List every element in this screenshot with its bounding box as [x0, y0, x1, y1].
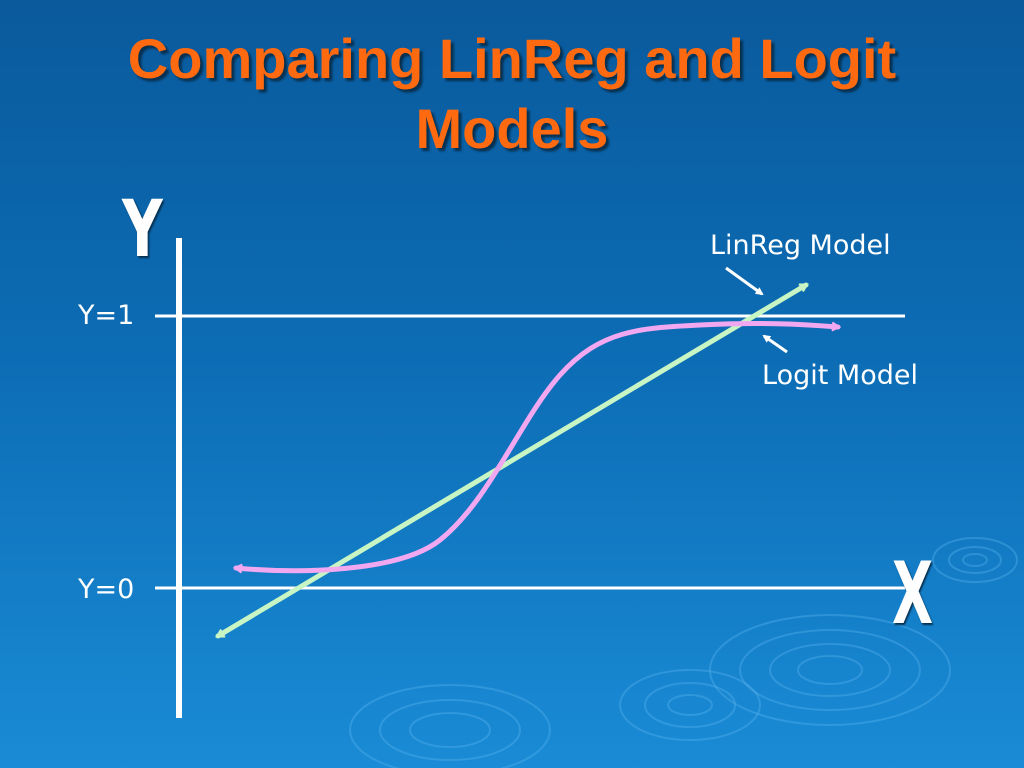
linreg-model-line: [218, 282, 806, 639]
linreg-model-label: LinReg Model: [710, 230, 891, 261]
slide-title-line-1: Comparing LinReg and Logit: [127, 27, 897, 90]
linreg-label-pointer: [725, 266, 764, 296]
logit-model-label: Logit Model: [762, 360, 918, 391]
ripple-decoration: [349, 537, 1018, 768]
slide-title: Comparing LinReg and Logit Models: [0, 24, 1024, 164]
slide-title-line-2: Models: [415, 97, 609, 160]
y-equals-1-label: Y=1: [78, 300, 135, 331]
y-axis-letter: Y: [122, 185, 163, 275]
logit-model-curve: [236, 321, 838, 571]
x-axis-letter: X: [892, 544, 934, 644]
logit-label-pointer: [762, 334, 788, 354]
y-equals-0-label: Y=0: [78, 574, 135, 605]
